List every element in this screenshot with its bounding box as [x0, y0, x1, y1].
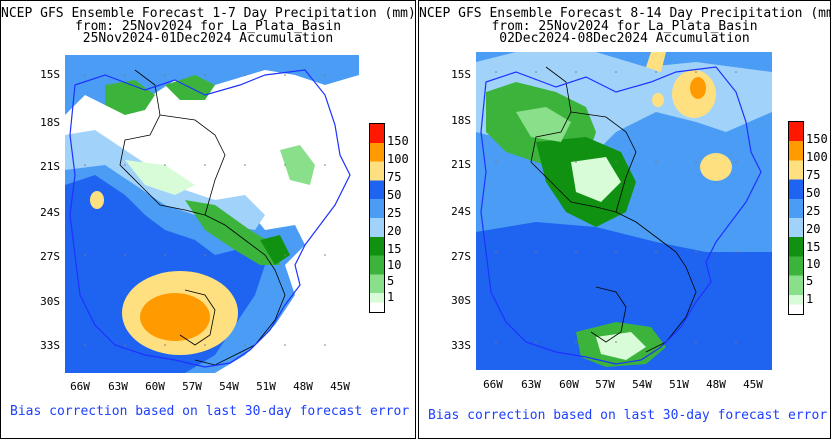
legend-label: 5 [806, 274, 814, 288]
right-lat-label: 21S [451, 158, 471, 171]
left-title-line1: NCEP GFS Ensemble Forecast 1-7 Day Preci… [1, 6, 416, 21]
left-lon-label: 54W [219, 380, 239, 393]
left-lon-label: 60W [145, 380, 165, 393]
left-map-svg [65, 55, 359, 373]
legend-label: 100 [387, 152, 409, 166]
left-lon-label: 51W [256, 380, 276, 393]
legend-label: 75 [806, 168, 821, 182]
right-lat-label: 30S [451, 294, 471, 307]
left-lon-label: 63W [108, 380, 128, 393]
legend-label: 75 [387, 170, 402, 184]
legend-label: 100 [806, 150, 828, 164]
right-lon-label: 48W [706, 378, 726, 391]
legend-label: 150 [806, 132, 828, 146]
right-lat-label: 18S [451, 114, 471, 127]
right-lat-label: 27S [451, 250, 471, 263]
left-lon-label: 66W [70, 380, 90, 393]
legend-label: 20 [387, 224, 402, 238]
right-title-line2: from: 25Nov2024 for La_Plata_Basin [491, 19, 758, 34]
legend-color-bar [369, 123, 385, 313]
left-lat-label: 33S [40, 339, 60, 352]
right-title-line3: 02Dec2024-08Dec2024 Accumulation [499, 31, 750, 46]
legend-label: 25 [387, 206, 402, 220]
left-lat-label: 21S [40, 160, 60, 173]
left-lat-label: 18S [40, 116, 60, 129]
legend-label: 1 [806, 292, 814, 306]
legend-label: 1 [387, 290, 395, 304]
right-map-svg [476, 52, 772, 370]
right-title-line1: NCEP GFS Ensemble Forecast 8-14 Day Prec… [419, 6, 831, 21]
left-title-line3: 25Nov2024-01Dec2024 Accumulation [82, 31, 334, 46]
legend-label: 50 [806, 186, 821, 200]
right-lon-label: 66W [483, 378, 503, 391]
legend-label: 15 [806, 240, 821, 254]
legend-label: 20 [806, 222, 821, 236]
right-lon-label: 57W [595, 378, 615, 391]
right-lon-label: 45W [743, 378, 763, 391]
legend-label: 15 [387, 242, 402, 256]
legend-label: 25 [806, 204, 821, 218]
left-lon-label: 45W [330, 380, 350, 393]
legend-label: 10 [387, 258, 402, 272]
legend-label: 50 [387, 188, 402, 202]
left-lat-label: 30S [40, 295, 60, 308]
right-lat-label: 24S [451, 205, 471, 218]
left-lat-label: 24S [40, 206, 60, 219]
legend-color-bar [788, 121, 804, 315]
right-lon-label: 51W [669, 378, 689, 391]
right-lat-label: 33S [451, 339, 471, 352]
legend-label: 150 [387, 134, 409, 148]
legend-label: 5 [387, 274, 395, 288]
right-lon-label: 54W [632, 378, 652, 391]
left-lat-label: 15S [40, 68, 60, 81]
legend-label: 10 [806, 257, 821, 271]
left-title-line2: from: 25Nov2024 for La_Plata_Basin [74, 19, 342, 34]
right-lon-label: 63W [521, 378, 541, 391]
right-lat-label: 15S [451, 68, 471, 81]
right-bias-footnote: Bias correction based on last 30-day for… [428, 408, 828, 423]
left-precipitation-map [65, 55, 359, 373]
right-lon-label: 60W [559, 378, 579, 391]
left-lon-label: 48W [293, 380, 313, 393]
right-precipitation-map [476, 52, 772, 370]
left-bias-footnote: Bias correction based on last 30-day for… [10, 404, 410, 419]
left-lat-label: 27S [40, 250, 60, 263]
left-lon-label: 57W [182, 380, 202, 393]
